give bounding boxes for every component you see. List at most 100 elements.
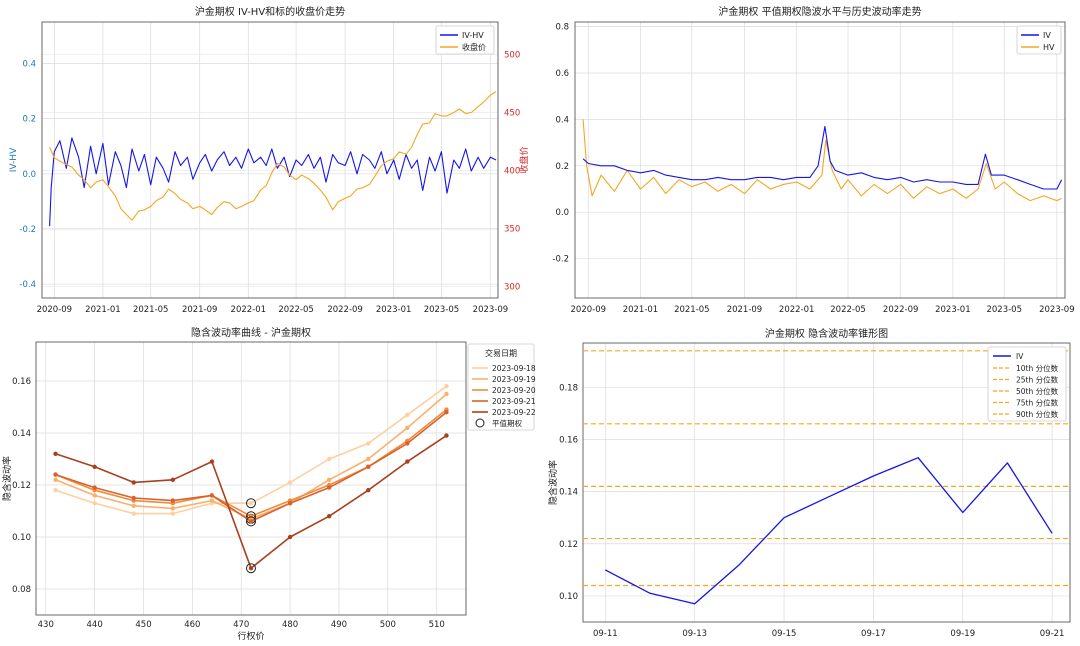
legend-label: 10th 分位数 <box>1016 363 1059 373</box>
data-point <box>170 477 176 482</box>
data-point <box>248 566 254 571</box>
data-point <box>405 412 410 417</box>
x-tick-label: 2022-05 <box>278 305 314 315</box>
plot-frame <box>582 342 1071 623</box>
y-tick-label: 0.4 <box>555 115 569 125</box>
chart-iv-hv: 2020-09 2021-01 2021-05 2021-09 2022-01 2022-… <box>552 5 1074 315</box>
data-point <box>170 511 176 516</box>
data-point <box>131 480 136 485</box>
x-tick-label: 440 <box>87 620 103 630</box>
x-tick-label: 450 <box>135 620 151 630</box>
data-point <box>92 464 97 469</box>
legend-label: 90th 分位数 <box>1016 409 1059 419</box>
data-point <box>53 472 58 477</box>
x-tick-label: 490 <box>331 620 347 630</box>
y2-tick-label: 500 <box>504 50 520 60</box>
data-point <box>444 433 449 438</box>
x-tick-label: 2023-05 <box>986 305 1022 315</box>
y-tick-label: 0.18 <box>559 383 578 393</box>
data-point <box>131 503 136 508</box>
legend-label: 25th 分位数 <box>1016 375 1059 385</box>
x-tick-label: 2021-05 <box>674 305 710 315</box>
x-tick-label: 430 <box>38 620 54 630</box>
plot-frame <box>35 341 467 616</box>
x-tick-label: 2023-09 <box>473 305 509 315</box>
legend: IV-HV 收盘价 <box>435 25 495 55</box>
data-point <box>287 534 293 540</box>
data-point <box>326 514 332 519</box>
iv-line <box>604 457 1053 605</box>
atm-marker <box>246 498 256 509</box>
y-tick-label: 0.0 <box>22 170 36 180</box>
data-point <box>53 451 58 456</box>
legend-label: IV <box>1016 352 1024 361</box>
legend-label: 75th 分位数 <box>1016 398 1059 408</box>
x-tick-label: 09-15 <box>772 629 797 639</box>
y-axis-label: IV-HV <box>9 147 19 172</box>
x-axis-label: 行权价 <box>237 630 264 642</box>
data-point <box>287 480 293 485</box>
data-point <box>326 456 332 462</box>
x-tick-label: 510 <box>429 620 445 630</box>
x-tick-label: 09-19 <box>950 629 975 639</box>
x-tick-label: 2022-01 <box>231 305 267 315</box>
legend-label: IV <box>1043 31 1051 40</box>
x-tick-label: 2020-09 <box>37 305 73 315</box>
data-point <box>53 477 58 482</box>
legend-atm-swatch <box>475 418 485 428</box>
x-tick-label: 2023-05 <box>424 305 460 315</box>
x-tick-label: 2022-01 <box>779 305 815 315</box>
data-point <box>366 488 371 493</box>
legend-label: HV <box>1043 43 1055 52</box>
x-tick-label: 2021-09 <box>727 305 763 315</box>
data-point <box>326 485 332 490</box>
y-tick-label: 0.14 <box>559 488 578 498</box>
legend-box <box>467 343 535 431</box>
data-point <box>248 519 254 524</box>
data-point <box>326 477 332 482</box>
y-tick-label: -0.4 <box>19 280 36 290</box>
y-tick-label: -0.2 <box>552 255 569 265</box>
chart-iv-cone: 09-11 09-13 09-15 09-17 09-19 09-21 0.10 0.12 0.… <box>547 327 1071 639</box>
series-line-iv <box>582 125 1063 190</box>
legend-label: 2023-09-19 <box>492 375 536 384</box>
series-line-close <box>49 91 497 221</box>
legend: 交易日期 2023-09-18 2023-09-19 2023-09-20 2023-0… <box>467 343 536 431</box>
chart-ivhv-close: 2020-09 2021-01 2021-05 2021-09 2022-01 2022-… <box>9 5 530 315</box>
data-point <box>53 488 58 493</box>
y-tick-label: 0.2 <box>22 115 36 125</box>
y-tick-label: 0.0 <box>555 208 569 218</box>
y-axis-label: 隐含波动率 <box>1 456 13 501</box>
x-tick-label: 460 <box>184 620 200 630</box>
y-tick-label: 0.10 <box>559 592 578 602</box>
chart-iv-smile: 430 440 450 460 470 480 490 500 510 0.08 0.10 0.12 0… <box>1 326 536 642</box>
data-point <box>444 410 449 415</box>
data-point <box>366 464 371 469</box>
data-point <box>92 501 97 506</box>
y-tick-label: 0.14 <box>12 429 31 439</box>
x-tick-label: 2021-01 <box>85 305 121 315</box>
x-tick-label: 09-17 <box>861 629 886 639</box>
x-tick-label: 2021-09 <box>182 305 218 315</box>
x-tick-label: 2023-01 <box>376 305 412 315</box>
legend-label: 2023-09-22 <box>492 408 536 417</box>
x-tick-label: 470 <box>233 620 249 630</box>
series-line-ivhv <box>49 137 497 227</box>
data-point <box>170 498 176 503</box>
y-tick-label: 0.16 <box>12 377 31 387</box>
y2-tick-label: 300 <box>504 282 520 292</box>
legend-label: 2023-09-20 <box>492 386 536 395</box>
y-tick-label: 0.2 <box>555 162 569 172</box>
data-point <box>131 495 136 501</box>
x-tick-label: 2022-09 <box>327 305 363 315</box>
y-tick-label: 0.12 <box>12 481 31 491</box>
data-point <box>248 501 254 506</box>
y-tick-label: 0.12 <box>559 540 578 550</box>
x-tick-label: 500 <box>380 620 396 630</box>
legend-label: 50th 分位数 <box>1016 386 1059 396</box>
data-point <box>170 506 176 511</box>
data-point <box>131 511 136 516</box>
data-point <box>287 501 293 506</box>
